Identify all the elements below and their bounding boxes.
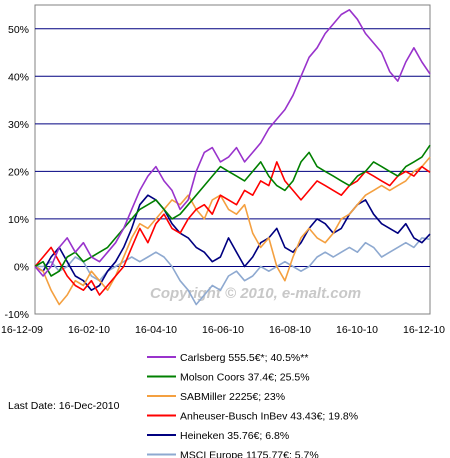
legend-label: Molson Coors 37.4€; 25.5% <box>180 372 310 384</box>
series-line-0 <box>34 9 431 277</box>
x-tick-label: 16-10-10 <box>336 324 378 336</box>
x-tick-label: 16-02-10 <box>68 324 110 336</box>
y-tick-label: 20% <box>8 166 29 178</box>
y-tick-label: 30% <box>8 119 29 131</box>
y-tick-label: 50% <box>8 24 29 36</box>
last-date-label: Last Date: 16-Dec-2010 <box>8 400 120 412</box>
legend-label: Carlsberg 555.5€*; 40.5%** <box>180 352 308 364</box>
x-tick-label: 16-08-10 <box>269 324 311 336</box>
x-tick-label: 16-12-10 <box>403 324 445 336</box>
legend: Carlsberg 555.5€*; 40.5%** Molson Coors 3… <box>147 352 358 458</box>
x-tick-label: 16-04-10 <box>135 324 177 336</box>
series-line-5 <box>35 237 431 306</box>
y-tick-label: 0% <box>14 261 29 273</box>
x-tick-label: 16-12-09 <box>1 324 43 336</box>
y-tick-label: 40% <box>8 71 29 83</box>
legend-label: SABMiller 2225€; 23% <box>180 391 285 403</box>
gridlines <box>35 28 430 267</box>
plot-area <box>34 4 431 315</box>
series-line-1 <box>34 144 431 277</box>
series-line-2 <box>34 156 431 306</box>
x-axis-ticks: 16-12-09 16-02-10 16-04-10 16-06-10 16-08-10… <box>1 324 445 336</box>
series-lines <box>34 9 431 306</box>
y-axis-ticks: -10% 0% 10% 20% 30% 40% 50% <box>4 24 29 321</box>
legend-label: Anheuser-Busch InBev 43.43€; 19.8% <box>180 411 358 423</box>
legend-label: MSCI Europe 1175.77€; 5.7% <box>180 450 319 458</box>
y-tick-label: -10% <box>4 309 29 321</box>
copyright-watermark: Copyright © 2010, e-malt.com <box>150 285 361 302</box>
y-tick-label: 10% <box>8 214 29 226</box>
x-tick-label: 16-06-10 <box>202 324 244 336</box>
legend-label: Heineken 35.76€; 6.8% <box>180 430 289 442</box>
